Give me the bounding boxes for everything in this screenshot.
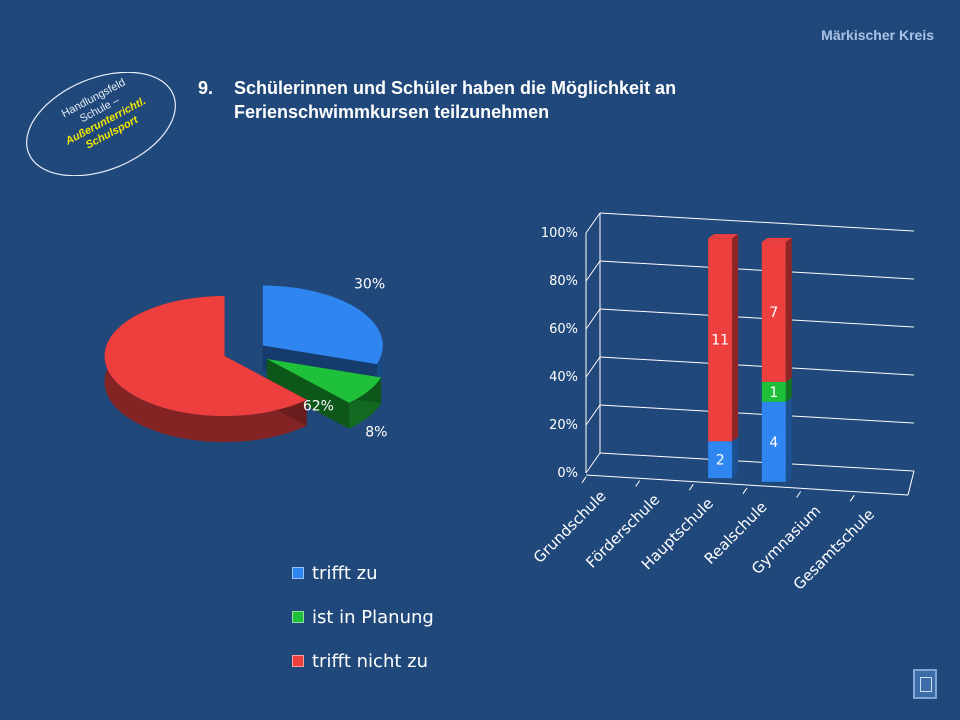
bar-grid — [585, 212, 915, 496]
grid-side-2 — [585, 356, 601, 378]
legend: trifft zu ist in Planung trifft nicht zu — [292, 562, 434, 694]
pie-slice-2 — [266, 358, 382, 429]
pie-label-1: 30% — [354, 277, 385, 293]
bar-side-3-0 — [785, 397, 792, 482]
legend-item-ist-in-planung: ist in Planung — [292, 606, 434, 628]
pie-slice-3 — [104, 296, 307, 443]
pie-slice-wall-end-2 — [266, 358, 350, 429]
legend-label-trifft-nicht-zu: trifft nicht zu — [312, 650, 428, 672]
pie-labels: 30% 8% 62% — [303, 277, 388, 441]
legend-swatch-ist-in-planung — [292, 611, 304, 623]
bar-chart: 0% 20% 40% 60% 80% 100% 2 11 4 1 7 GrundschuleFör… — [530, 212, 915, 594]
legend-item-trifft-nicht-zu: trifft nicht zu — [292, 650, 434, 672]
grid-line-4 — [599, 260, 915, 280]
grid-side-4 — [585, 260, 601, 282]
x-tick-1 — [635, 480, 641, 487]
pie-slice-top-3 — [104, 296, 307, 417]
bar-side-3-2 — [785, 237, 792, 382]
bar-side-2-0 — [732, 437, 739, 479]
bar-data-label-2-0: 2 — [716, 453, 725, 469]
bar-side-3-1 — [785, 377, 792, 402]
grid-line-5 — [599, 212, 915, 232]
bar-front-3-0 — [761, 401, 786, 482]
x-tick-0 — [581, 476, 587, 484]
bar-front-3-2 — [761, 241, 786, 382]
bar-segment-2-0: 2 — [708, 437, 739, 479]
grid-line-0 — [599, 452, 915, 472]
bar-front-3-1 — [761, 381, 786, 402]
pie-label-2: 8% — [365, 424, 387, 440]
grid-line-1 — [599, 404, 915, 424]
bar-bars: 2 11 4 1 7 — [708, 234, 792, 482]
floor-front-edge — [585, 474, 909, 496]
pie-slice-top-2 — [266, 358, 382, 403]
pie-slices — [104, 285, 383, 443]
pie-slice-top-1 — [262, 285, 383, 365]
bar-data-label-3-0: 4 — [769, 435, 778, 451]
bar-segment-2-2: 11 — [708, 234, 739, 442]
bar-segment-3-2: 7 — [761, 237, 792, 382]
x-tick-2 — [688, 483, 694, 491]
bar-side-2-2 — [732, 234, 739, 442]
legend-swatch-trifft-nicht-zu — [292, 655, 304, 667]
bar-segment-3-0: 4 — [761, 397, 792, 482]
bar-y-ticks: 0% 20% 40% 60% 80% 100% — [541, 226, 578, 481]
grid-side-1 — [585, 404, 601, 426]
y-tick-label-1: 20% — [549, 418, 578, 433]
bar-top-3-2 — [761, 237, 792, 242]
badge-ellipse — [26, 72, 176, 176]
bar-x-ticks: GrundschuleFörderschuleHauptschuleRealsc… — [530, 476, 878, 594]
topic-badge: Handlungsfeld Schule – Außerunterrichtl.… — [20, 72, 182, 176]
x-tick-4 — [796, 491, 802, 498]
bar-data-label-3-1: 1 — [769, 385, 778, 401]
legend-swatch-trifft-zu — [292, 567, 304, 579]
title-number: 9. — [198, 78, 214, 98]
x-tick-5 — [849, 494, 855, 502]
y-tick-label-5: 100% — [541, 226, 578, 241]
grid-line-3 — [599, 308, 915, 328]
bar-data-label-3-2: 7 — [769, 305, 778, 321]
y-tick-label-3: 60% — [549, 322, 578, 337]
legend-label-trifft-zu: trifft zu — [312, 562, 378, 584]
floor-right-edge — [907, 470, 915, 496]
pie-chart: 30% 8% 62% — [104, 277, 388, 443]
legend-label-ist-in-planung: ist in Planung — [312, 606, 434, 628]
y-tick-label-2: 40% — [549, 370, 578, 385]
bar-top-2-2 — [708, 234, 739, 239]
pie-label-3: 62% — [303, 398, 334, 414]
grid-side-5 — [585, 212, 601, 234]
grid-line-2 — [599, 356, 915, 376]
grid-side-3 — [585, 308, 601, 330]
next-slide-button[interactable] — [913, 669, 937, 699]
bar-segment-3-1: 1 — [761, 377, 792, 402]
bar-front-2-0 — [708, 441, 733, 479]
y-tick-label-0: 0% — [557, 466, 578, 481]
legend-item-trifft-zu: trifft zu — [292, 562, 434, 584]
bar-data-label-2-2: 11 — [711, 333, 729, 349]
x-tick-3 — [742, 487, 748, 495]
brand-label: Märkischer Kreis — [821, 27, 934, 43]
title-text: Schülerinnen und Schüler haben die Mögli… — [234, 78, 677, 122]
grid-side-0 — [585, 452, 601, 474]
bar-front-2-2 — [708, 238, 733, 442]
y-tick-label-4: 80% — [549, 274, 578, 289]
